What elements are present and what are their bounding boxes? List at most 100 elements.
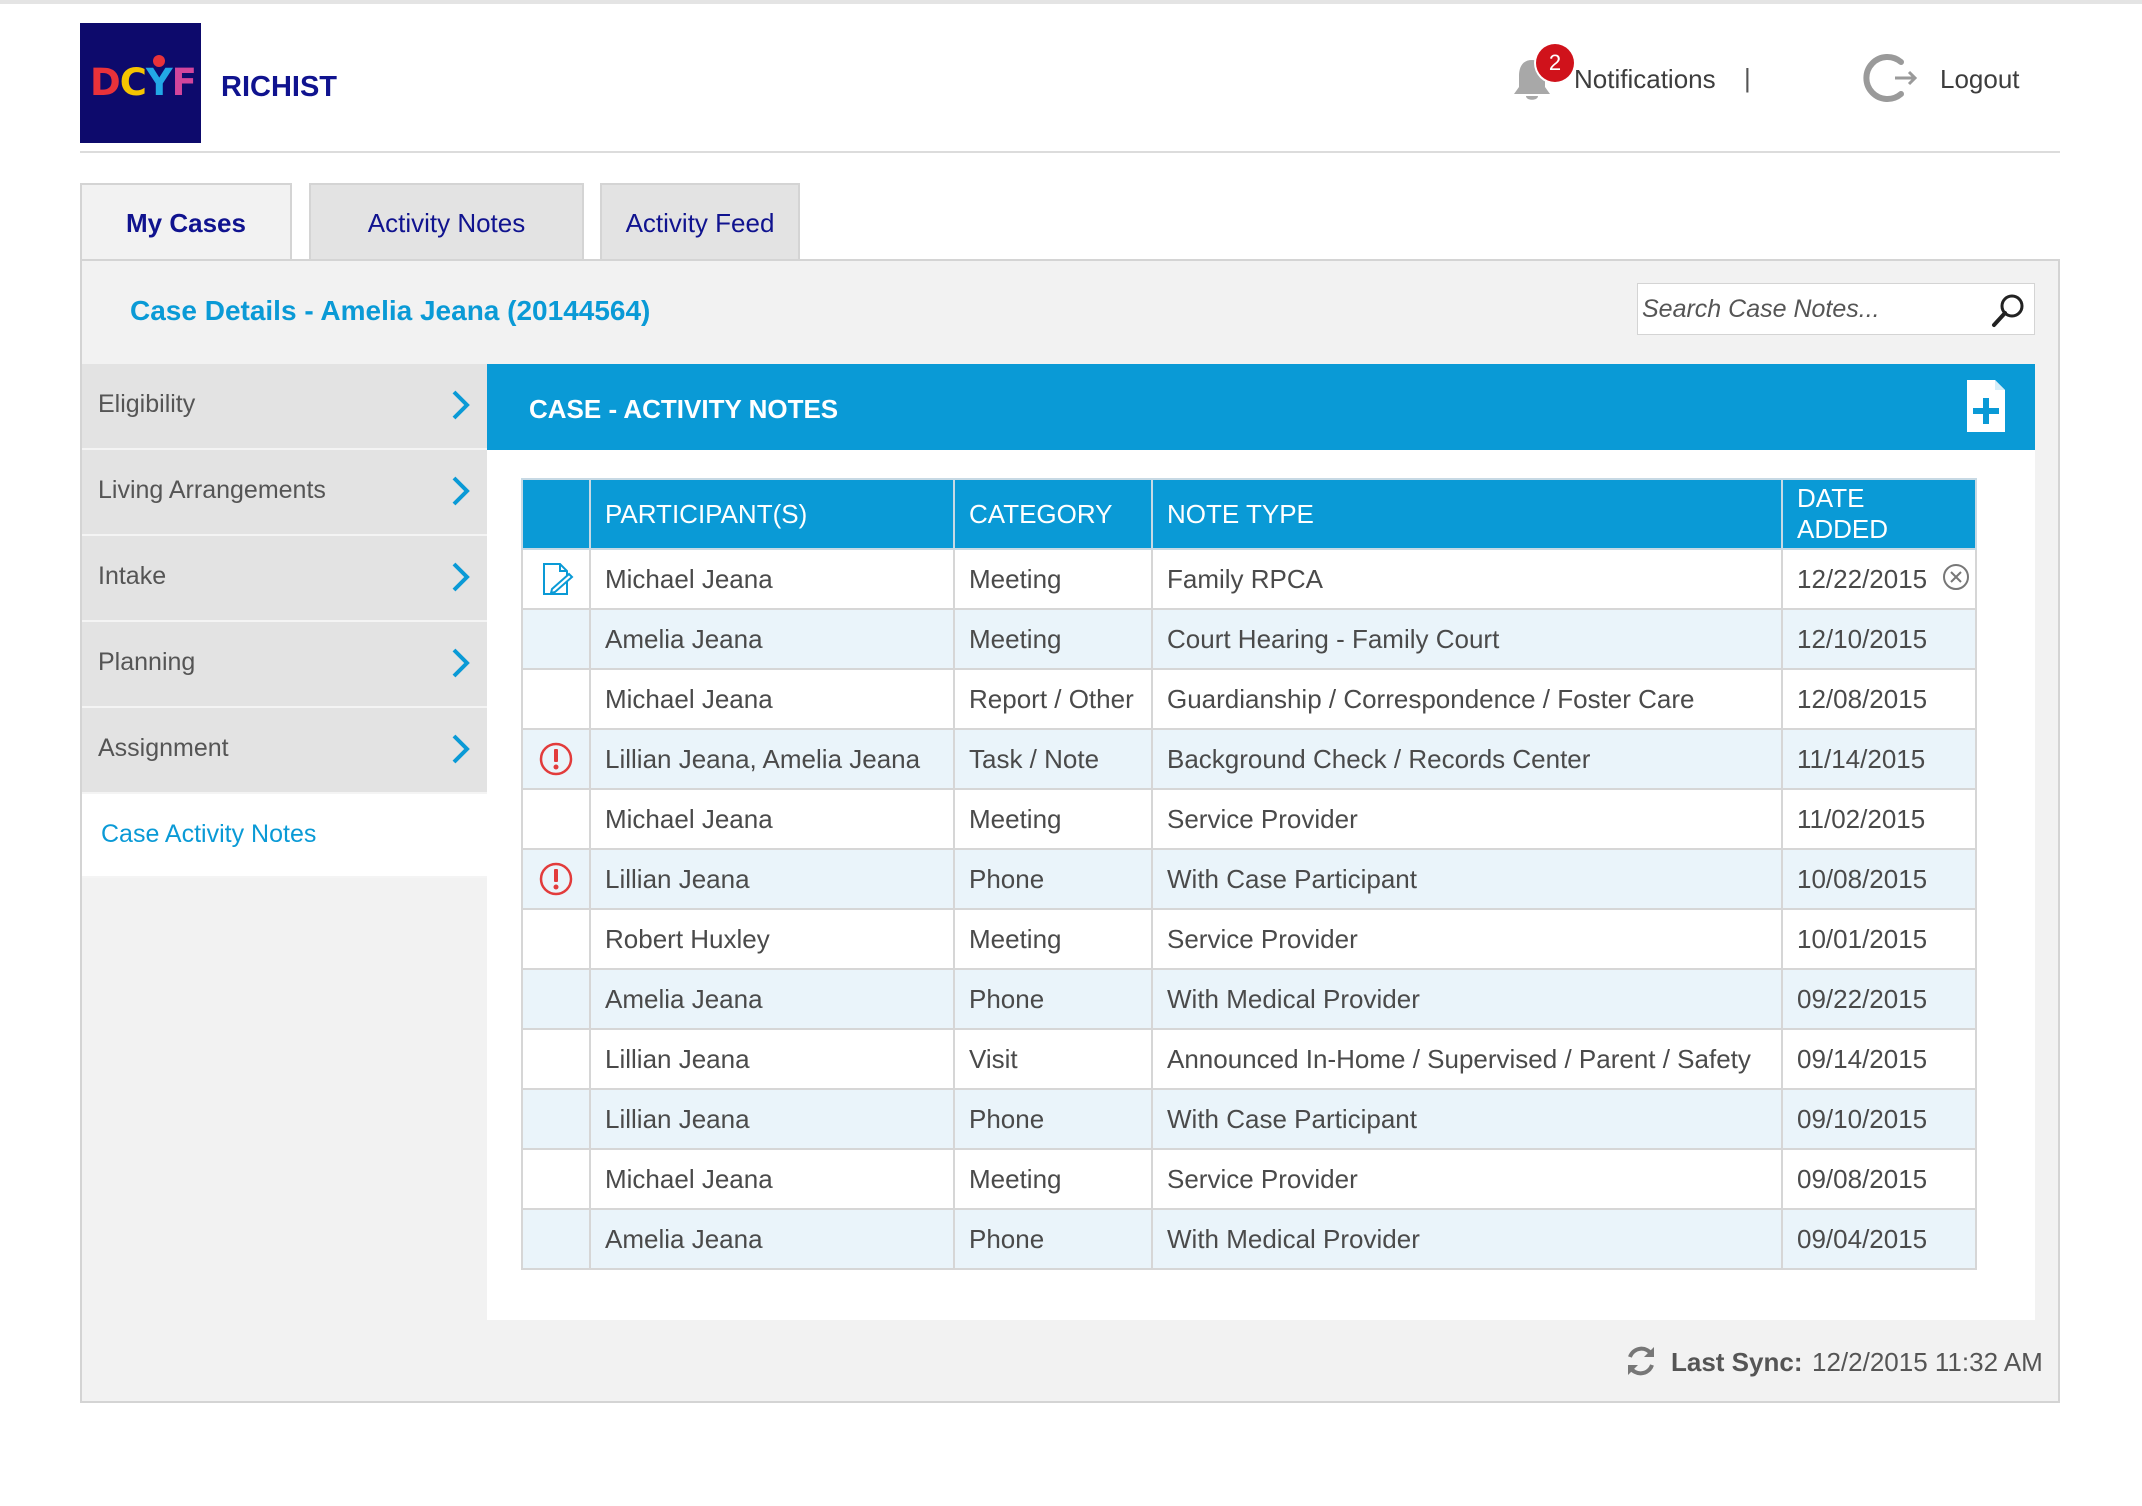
add-note-icon[interactable] [1965,378,2007,434]
cell-date: 10/08/2015 [1781,848,1977,910]
cell-category: Meeting [953,908,1153,970]
cell-category: Meeting [953,608,1153,670]
table-row[interactable]: Michael Jeana Meeting Service Provider 1… [521,788,1977,850]
column-header-participants[interactable]: PARTICIPANT(S) [589,478,955,550]
case-panel: Case Details - Amelia Jeana (20144564) E… [80,259,2060,1403]
row-icon-cell [521,608,591,670]
remove-circle-icon[interactable] [1941,562,1971,592]
cell-participants: Michael Jeana [589,548,955,610]
tab-activity-feed[interactable]: Activity Feed [600,183,800,261]
table-row[interactable]: Lillian Jeana Visit Announced In-Home / … [521,1028,1977,1090]
cell-note-type: Court Hearing - Family Court [1151,608,1783,670]
column-header-note-type[interactable]: NOTE TYPE [1151,478,1783,550]
cell-note-type: Service Provider [1151,788,1783,850]
table-row[interactable]: Robert Huxley Meeting Service Provider 1… [521,908,1977,970]
cell-note-type: Service Provider [1151,1148,1783,1210]
app-name: RICHIST [221,71,337,103]
edit-note-icon[interactable] [538,561,574,597]
table-row[interactable]: Michael Jeana Meeting Family RPCA 12/22/… [521,548,1977,610]
section-title: CASE - ACTIVITY NOTES [529,394,839,424]
cell-date: 12/22/2015 [1781,548,1977,610]
sidebar-item-label: Planning [98,648,196,676]
sidebar-item-planning[interactable]: Planning [82,622,487,708]
logo-letter-c: C [119,61,147,104]
logout-icon[interactable] [1861,50,1921,106]
header-separator: | [1744,63,1751,93]
table-row[interactable]: Michael Jeana Report / Other Guardianshi… [521,668,1977,730]
cell-date: 10/01/2015 [1781,908,1977,970]
cell-note-type: Guardianship / Correspondence / Foster C… [1151,668,1783,730]
search-input[interactable] [1642,290,1982,328]
cell-participants: Lillian Jeana, Amelia Jeana [589,728,955,790]
column-header-category[interactable]: CATEGORY [953,478,1153,550]
table-row[interactable]: Michael Jeana Meeting Service Provider 0… [521,1148,1977,1210]
table-row[interactable]: Lillian Jeana Phone With Case Participan… [521,848,1977,910]
logo-letter-f: F [171,61,197,104]
sidebar-item-eligibility[interactable]: Eligibility [82,364,487,450]
row-icon-cell [521,908,591,970]
sidebar-item-intake[interactable]: Intake [82,536,487,622]
sync-icon[interactable] [1623,1343,1659,1379]
date-text: 12/22/2015 [1797,563,1928,594]
row-icon-cell [521,788,591,850]
chevron-right-icon [452,476,470,506]
chevron-right-icon [452,734,470,764]
logo-figure-dot [153,55,165,67]
sidebar-item-assignment[interactable]: Assignment [82,708,487,794]
chevron-right-icon [452,648,470,678]
sidebar-item-case-activity-notes[interactable]: Case Activity Notes [82,794,487,878]
cell-participants: Amelia Jeana [589,1208,955,1270]
dcyf-logo[interactable]: DCYF [80,23,201,143]
activity-notes-table: PARTICIPANT(S) CATEGORY NOTE TYPE DATE A… [521,478,1977,1270]
cell-category: Task / Note [953,728,1153,790]
sidebar-item-living-arrangements[interactable]: Living Arrangements [82,450,487,536]
tab-my-cases[interactable]: My Cases [80,183,292,263]
column-header-date-added[interactable]: DATE ADDED [1781,478,1977,550]
table-row[interactable]: Amelia Jeana Meeting Court Hearing - Fam… [521,608,1977,670]
row-icon-cell [521,1148,591,1210]
table-row[interactable]: Amelia Jeana Phone With Medical Provider… [521,1208,1977,1270]
row-icon-cell [521,1028,591,1090]
cell-category: Phone [953,848,1153,910]
cell-date: 09/04/2015 [1781,1208,1977,1270]
cell-date: 11/14/2015 [1781,728,1977,790]
table-row[interactable]: Amelia Jeana Phone With Medical Provider… [521,968,1977,1030]
cell-participants: Robert Huxley [589,908,955,970]
table-row[interactable]: Lillian Jeana Phone With Case Participan… [521,1088,1977,1150]
row-icon-cell [521,668,591,730]
cell-category: Phone [953,1208,1153,1270]
date-wrap: 12/22/2015 [1797,563,1969,595]
cell-note-type: Background Check / Records Center [1151,728,1783,790]
case-details-title: Case Details - Amelia Jeana (20144564) [130,295,651,326]
cell-date: 12/10/2015 [1781,608,1977,670]
cell-note-type: With Case Participant [1151,848,1783,910]
row-icon-cell [521,968,591,1030]
logout-link[interactable]: Logout [1940,64,2020,94]
cell-note-type: Family RPCA [1151,548,1783,610]
tab-activity-notes[interactable]: Activity Notes [309,183,584,261]
table-row[interactable]: Lillian Jeana, Amelia Jeana Task / Note … [521,728,1977,790]
cell-category: Report / Other [953,668,1153,730]
cell-category: Meeting [953,548,1153,610]
notifications-link[interactable]: 2 Notifications [1510,44,1810,112]
cell-note-type: With Medical Provider [1151,1208,1783,1270]
cell-date: 09/14/2015 [1781,1028,1977,1090]
notifications-label: Notifications [1574,64,1716,94]
sidebar-item-label: Eligibility [98,390,196,418]
sidebar-item-label: Case Activity Notes [101,820,317,848]
section-header: CASE - ACTIVITY NOTES [487,364,2035,450]
cell-category: Meeting [953,788,1153,850]
cell-note-type: Announced In-Home / Supervised / Parent … [1151,1028,1783,1090]
cell-date: 12/08/2015 [1781,668,1977,730]
row-icon-cell [521,848,591,910]
search-icon[interactable] [1990,292,2028,330]
cell-participants: Lillian Jeana [589,848,955,910]
cell-participants: Michael Jeana [589,1148,955,1210]
logo-wordmark: DCYF [90,61,197,104]
sidebar-item-label: Living Arrangements [98,476,326,504]
row-icon-cell [521,728,591,790]
alert-icon [539,862,573,896]
logo-letter-d: D [90,61,121,104]
icon-column-header [521,478,591,550]
row-icon-cell [521,1208,591,1270]
